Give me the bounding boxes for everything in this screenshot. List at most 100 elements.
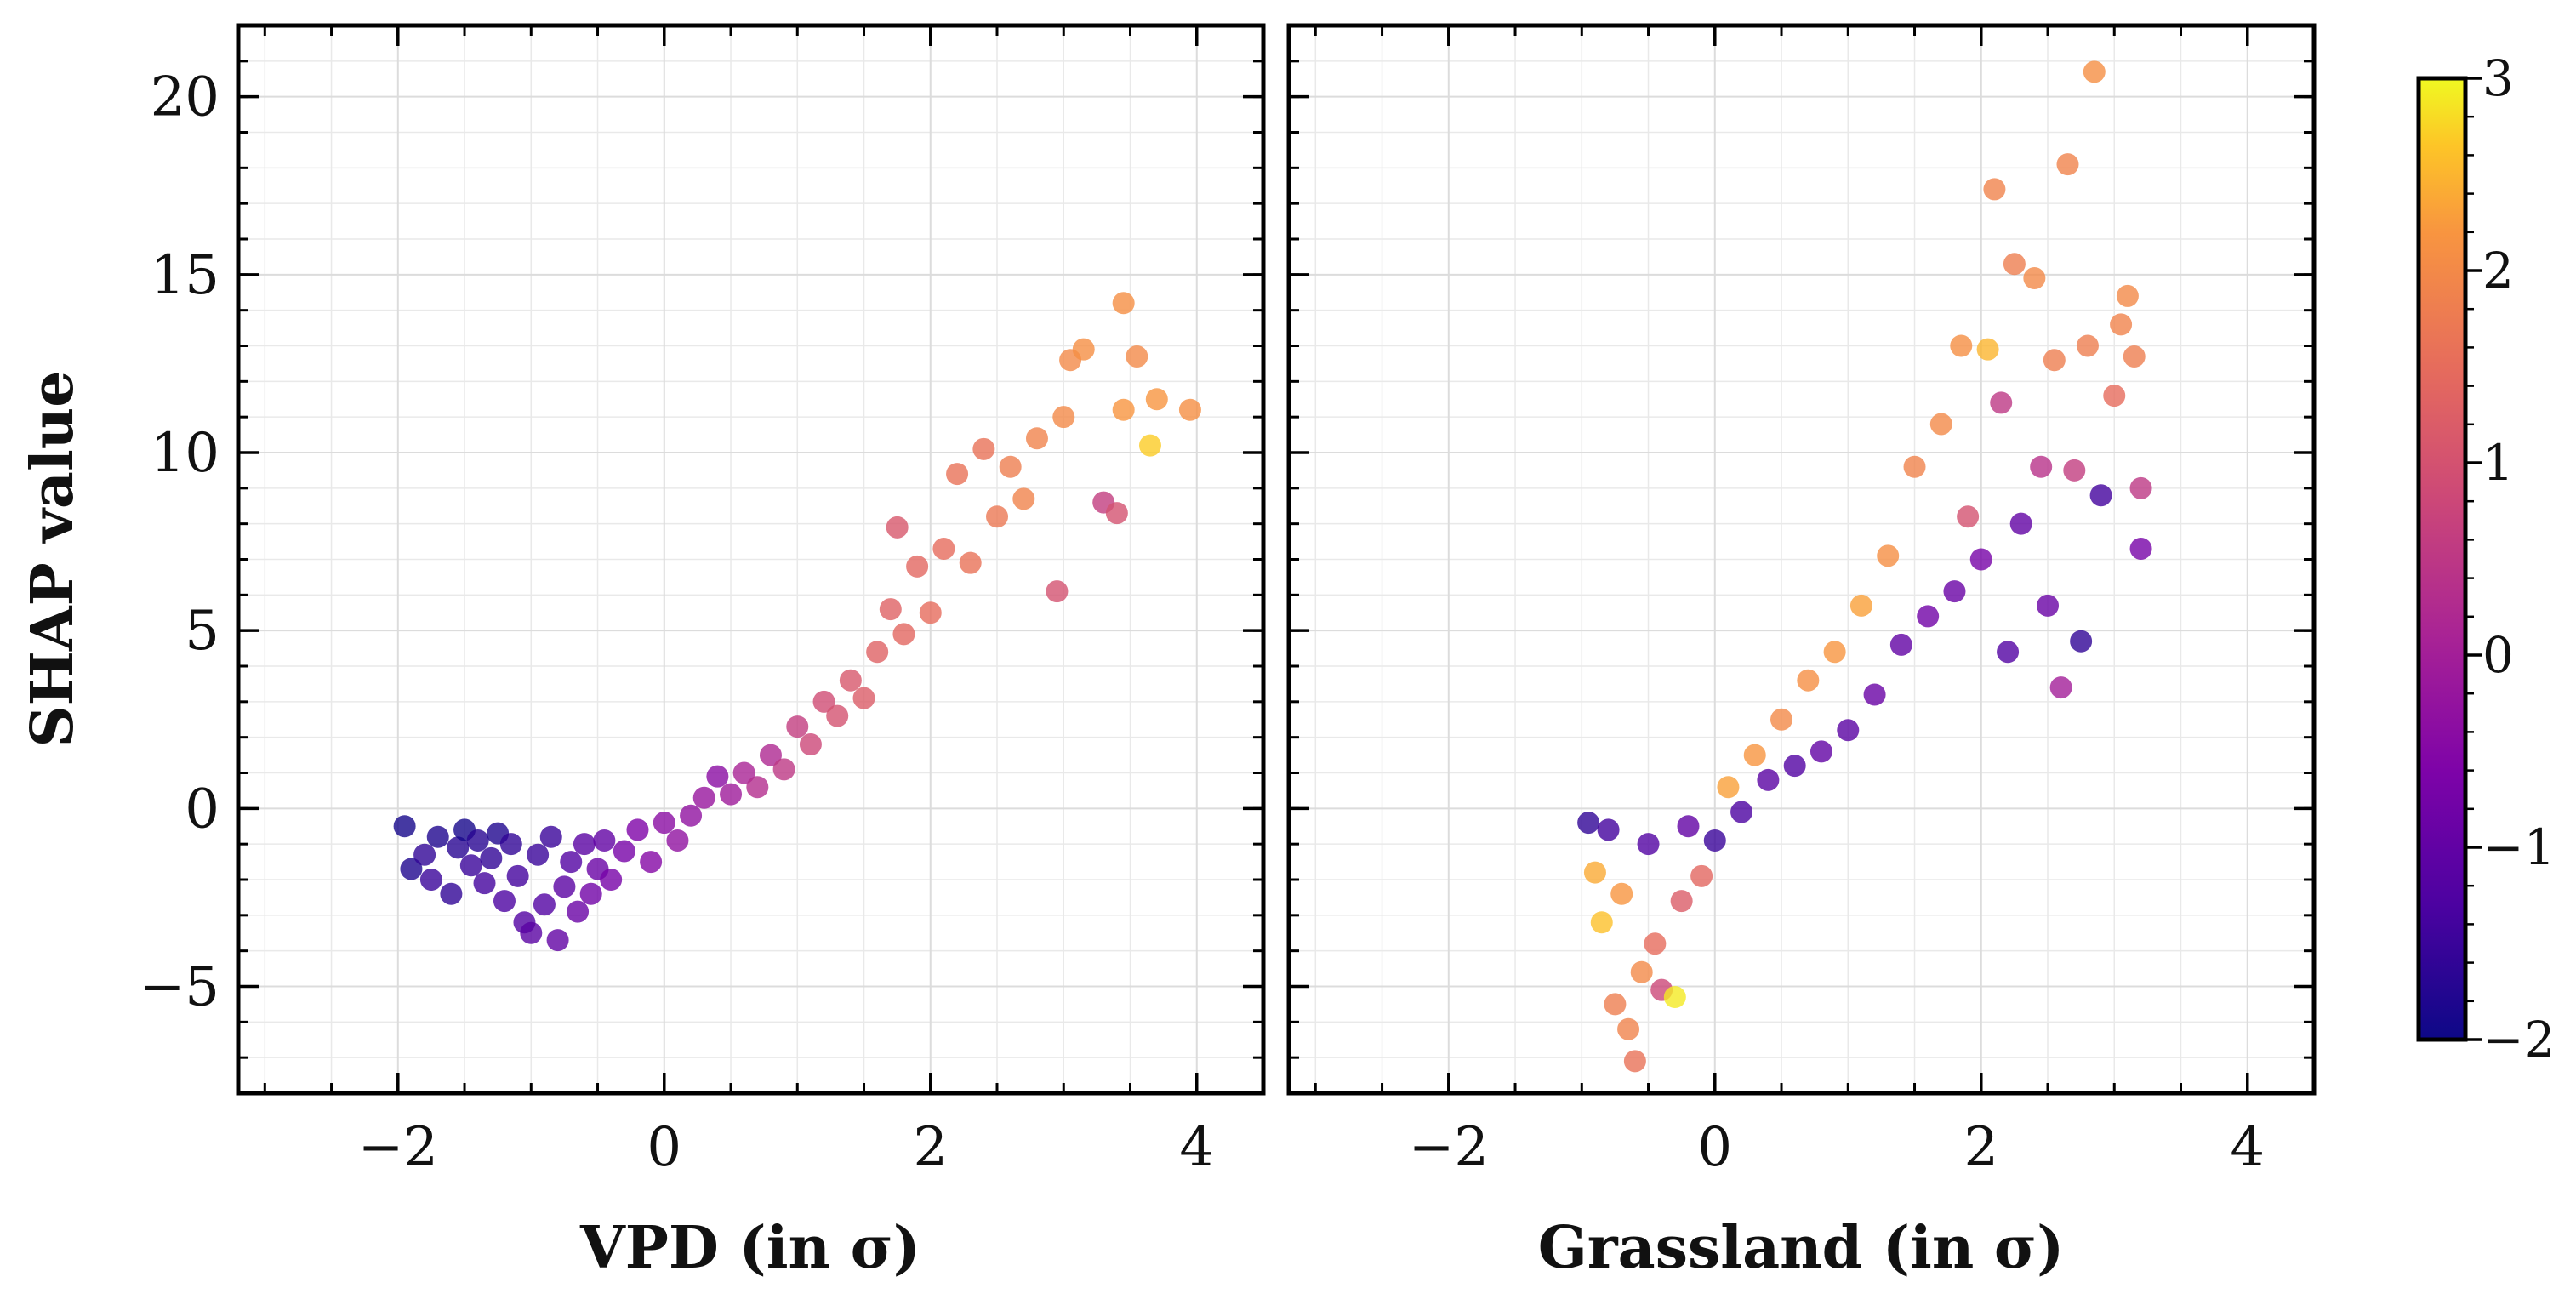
y-tick-label: 20 xyxy=(151,66,219,129)
colorbar-tick-label: 1 xyxy=(2482,434,2514,492)
scatter-point xyxy=(626,818,649,841)
y-tick-label: 0 xyxy=(185,778,219,841)
scatter-point xyxy=(886,516,909,539)
scatter-point xyxy=(2003,253,2026,276)
scatter-point xyxy=(560,851,583,874)
scatter-point xyxy=(732,761,755,784)
scatter-point xyxy=(520,921,543,944)
scatter-point xyxy=(2103,385,2126,407)
scatter-point xyxy=(1837,719,1860,742)
scatter-point xyxy=(1623,1050,1646,1073)
scatter-point xyxy=(1983,178,2006,201)
scatter-point xyxy=(1597,818,1620,841)
scatter-point xyxy=(1670,890,1693,913)
scatter-point xyxy=(1990,391,2013,414)
scatter-point xyxy=(680,804,703,827)
scatter-point xyxy=(2070,630,2093,652)
scatter-point xyxy=(972,437,995,460)
scatter-point xyxy=(906,555,929,578)
scatter-point xyxy=(1112,292,1135,315)
scatter-point xyxy=(1863,683,1886,706)
x-tick-label: 0 xyxy=(1697,1116,1732,1179)
scatter-point xyxy=(1052,406,1075,429)
scatter-point xyxy=(533,893,556,916)
ticks-grassland xyxy=(1289,24,2316,1095)
y-tick-label: 5 xyxy=(185,600,219,663)
scatter-point xyxy=(1849,594,1872,617)
scatter-point xyxy=(1577,812,1600,835)
scatter-point xyxy=(640,851,663,874)
scatter-point xyxy=(600,869,623,891)
y-tick-label: 10 xyxy=(151,422,219,485)
ticks-vpd xyxy=(238,24,1265,1095)
scatter-point xyxy=(839,669,862,692)
scatter-point xyxy=(772,758,795,781)
scatter-point xyxy=(786,715,809,738)
scatter-point xyxy=(506,864,529,887)
scatter-point xyxy=(1138,434,1161,457)
x-tick-label: 4 xyxy=(2230,1116,2265,1179)
scatter-point xyxy=(567,900,590,923)
scatter-point xyxy=(653,812,675,835)
tick-labels-vpd: −2 0 2 4 −5 0 5 10 15 20 xyxy=(140,66,1214,1179)
scatter-point xyxy=(1178,398,1201,421)
scatter-point xyxy=(2049,676,2072,699)
scatter-point xyxy=(593,829,616,852)
scatter-point xyxy=(1690,864,1713,887)
scatter-point xyxy=(499,833,522,856)
scatter-point xyxy=(1617,1017,1640,1040)
x-axis-title-vpd: VPD (in σ) xyxy=(579,1214,920,1282)
scatter-point xyxy=(1770,708,1793,731)
scatter-point xyxy=(1976,338,1999,361)
scatter-point xyxy=(2043,349,2066,372)
scatter-point xyxy=(1677,815,1700,838)
scatter-point xyxy=(466,829,489,852)
scatter-point xyxy=(553,875,576,898)
scatter-point xyxy=(2129,537,2152,560)
panel-vpd: −2 0 2 4 −5 0 5 10 15 20 VPD (in σ) SHAP value xyxy=(19,23,1266,1282)
y-tick-label: −5 xyxy=(140,956,219,1019)
scatter-point xyxy=(999,455,1022,478)
scatter-point xyxy=(1823,641,1846,664)
scatter-point xyxy=(493,890,516,913)
scatter-point xyxy=(1929,413,1952,436)
x-tick-label: 2 xyxy=(913,1116,948,1179)
scatter-point xyxy=(852,687,875,709)
x-tick-label: 2 xyxy=(1963,1116,1998,1179)
scatter-point xyxy=(746,776,769,799)
scatter-point xyxy=(459,854,482,877)
scatter-point xyxy=(546,929,569,952)
scatter-point xyxy=(1877,544,1900,567)
x-axis-title-grassland: Grassland (in σ) xyxy=(1538,1214,2065,1282)
scatter-point xyxy=(539,825,562,848)
scatter-point xyxy=(480,846,503,869)
scatter-point xyxy=(1012,487,1035,510)
scatter-point xyxy=(1145,388,1168,411)
scatter-point xyxy=(720,783,743,806)
scatter-point xyxy=(1950,334,1973,357)
scatter-point xyxy=(1917,605,1940,628)
scatter-point xyxy=(1757,768,1780,791)
scatter-point xyxy=(1025,427,1048,450)
scatter-point xyxy=(1783,755,1806,778)
x-tick-label: 0 xyxy=(647,1116,681,1179)
scatter-point xyxy=(919,601,942,624)
scatter-point xyxy=(393,815,416,838)
scatter-point xyxy=(2110,313,2133,336)
colorbar: −2 −1 0 1 2 3 xyxy=(2416,49,2556,1069)
scatter-point xyxy=(1889,633,1912,656)
scatter-point xyxy=(2089,484,2112,507)
scatter-point xyxy=(879,598,902,621)
points-vpd xyxy=(393,292,1201,952)
scatter-point xyxy=(613,840,635,863)
scatter-point xyxy=(573,833,596,856)
colorbar-ticks: −2 −1 0 1 2 3 xyxy=(2465,49,2556,1069)
points-grassland xyxy=(1577,60,2152,1073)
grid-vpd xyxy=(238,25,1264,1094)
colorbar-gradient xyxy=(2416,76,2468,1042)
scatter-point xyxy=(799,733,822,756)
colorbar-tick-label: 0 xyxy=(2482,626,2514,684)
scatter-point xyxy=(932,537,955,560)
scatter-point xyxy=(706,765,729,788)
